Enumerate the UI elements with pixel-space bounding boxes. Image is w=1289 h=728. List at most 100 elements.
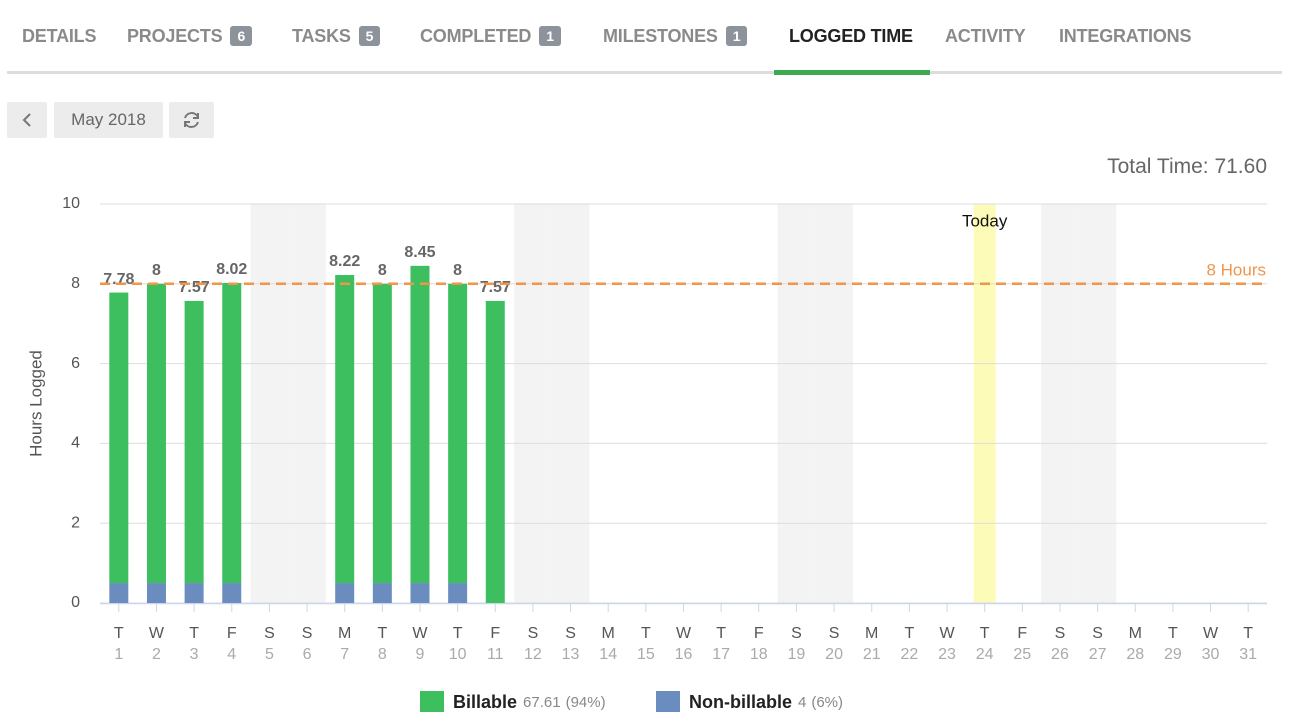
- y-axis-label: Hours Logged: [26, 350, 45, 457]
- bar-total-label: 8.02: [216, 261, 247, 278]
- bar-total-label: 8: [453, 262, 462, 279]
- chevron-icon: [22, 113, 31, 127]
- bar-segment: [485, 300, 505, 603]
- x-day-label: 15: [637, 646, 655, 663]
- tab[interactable]: COMPLETED 1: [420, 26, 561, 47]
- y-tick-label: 8: [71, 275, 80, 292]
- x-day-label: 18: [750, 646, 768, 663]
- tab-count: 5: [358, 26, 381, 46]
- x-weekday-label: T: [904, 625, 914, 642]
- tab-label: MILESTONES: [603, 26, 718, 46]
- x-day-label: 4: [227, 646, 236, 663]
- x-weekday-label: S: [1092, 625, 1103, 642]
- bar-segment: [109, 292, 129, 584]
- refresh-icon: [184, 112, 199, 128]
- tab-label: DETAILS: [22, 26, 97, 46]
- tab[interactable]: LOGGED TIME: [789, 26, 913, 47]
- x-weekday-label: M: [1129, 625, 1142, 642]
- x-day-label: 30: [1202, 646, 1220, 663]
- bar-segment: [448, 283, 468, 584]
- tab[interactable]: TASKS 5: [292, 26, 381, 47]
- y-tick-label: 2: [71, 514, 80, 531]
- tab-label: TASKS: [292, 26, 351, 46]
- prev-button[interactable]: [7, 102, 47, 138]
- legend-entry: Billable 67.61 (94%): [453, 692, 606, 712]
- today-label: Today: [962, 211, 1008, 230]
- weekend-band: [250, 204, 289, 603]
- tab-label: ACTIVITY: [945, 26, 1026, 46]
- legend-share: (94%): [566, 694, 606, 711]
- x-weekday-label: M: [338, 625, 351, 642]
- bar-total-label: 7.57: [480, 279, 511, 296]
- x-day-label: 14: [599, 646, 617, 663]
- x-weekday-label: F: [1017, 625, 1027, 642]
- x-day-label: 2: [152, 646, 161, 663]
- x-day-label: 21: [863, 646, 881, 663]
- legend-total: 4: [798, 694, 806, 711]
- x-weekday-label: T: [641, 625, 651, 642]
- legend-name: Non-billable: [689, 692, 792, 712]
- x-day-label: 29: [1164, 646, 1182, 663]
- x-day-label: 28: [1126, 646, 1144, 663]
- bar-total-label: 8: [378, 262, 387, 279]
- y-tick-label: 0: [71, 594, 80, 611]
- bar-total-label: 8: [152, 262, 161, 279]
- weekend-band: [1041, 204, 1079, 603]
- x-weekday-label: F: [227, 625, 237, 642]
- x-weekday-label: T: [1168, 625, 1178, 642]
- weekend-band: [777, 204, 816, 603]
- tab[interactable]: PROJECTS 6: [127, 26, 253, 47]
- x-weekday-label: W: [939, 625, 955, 642]
- x-day-label: 11: [487, 646, 504, 663]
- x-day-label: 19: [788, 646, 806, 663]
- bar-segment: [372, 283, 392, 584]
- x-weekday-label: T: [377, 625, 387, 642]
- x-weekday-label: W: [1203, 625, 1219, 642]
- legend-share: (6%): [811, 694, 843, 711]
- month-button[interactable]: May 2018: [54, 102, 163, 138]
- x-day-label: 3: [190, 646, 199, 663]
- x-weekday-label: T: [189, 625, 199, 642]
- x-weekday-label: S: [1055, 625, 1066, 642]
- x-day-label: 31: [1239, 646, 1257, 663]
- total-time: Total Time: 71.60: [1107, 155, 1267, 178]
- x-weekday-label: T: [980, 625, 990, 642]
- tab-label: PROJECTS: [127, 26, 223, 46]
- x-day-label: 23: [938, 646, 956, 663]
- bar-segment: [335, 583, 355, 603]
- x-weekday-label: W: [676, 625, 692, 642]
- bar-segment: [109, 583, 129, 603]
- bar-total-label: 7.57: [179, 279, 210, 296]
- bar-segment: [335, 275, 355, 584]
- tab[interactable]: DETAILS: [22, 26, 96, 47]
- legend-swatch: [656, 691, 680, 712]
- bar-total-label: 8.22: [329, 253, 360, 270]
- x-weekday-label: W: [412, 625, 428, 642]
- tab[interactable]: ACTIVITY: [945, 26, 1026, 47]
- x-day-label: 9: [416, 646, 425, 663]
- refresh-button[interactable]: [169, 102, 214, 138]
- bar-segment: [372, 583, 392, 603]
- y-tick-label: 6: [71, 355, 80, 372]
- tab-count: 1: [725, 26, 748, 46]
- x-day-label: 10: [449, 646, 467, 663]
- bar-segment: [222, 283, 242, 584]
- tab[interactable]: MILESTONES 1: [603, 26, 748, 47]
- x-weekday-label: M: [602, 625, 615, 642]
- weekend-band: [551, 204, 590, 603]
- tab-count: 6: [230, 26, 253, 46]
- x-weekday-label: F: [754, 625, 764, 642]
- weekend-band: [514, 204, 552, 603]
- bar-segment: [184, 583, 204, 603]
- x-weekday-label: T: [114, 625, 124, 642]
- x-day-label: 8: [378, 646, 387, 663]
- x-day-label: 12: [524, 646, 542, 663]
- x-day-label: 17: [712, 646, 730, 663]
- x-day-label: 22: [900, 646, 918, 663]
- x-day-label: 13: [562, 646, 580, 663]
- x-day-label: 26: [1051, 646, 1069, 663]
- x-weekday-label: S: [829, 625, 840, 642]
- weekend-band: [1078, 204, 1117, 603]
- tab[interactable]: INTEGRATIONS: [1059, 26, 1191, 47]
